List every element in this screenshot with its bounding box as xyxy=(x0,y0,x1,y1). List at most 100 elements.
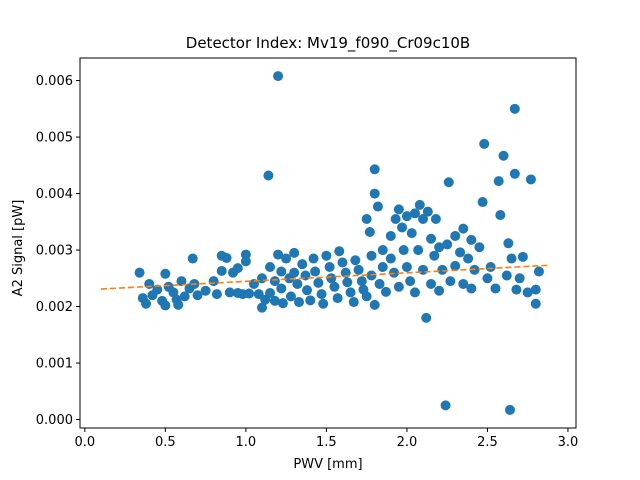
data-point xyxy=(240,256,251,267)
data-point xyxy=(152,284,163,295)
data-point xyxy=(173,299,184,310)
data-point xyxy=(405,276,416,287)
data-point xyxy=(530,284,541,295)
data-point xyxy=(377,245,388,256)
data-point xyxy=(479,138,490,149)
data-point xyxy=(263,170,274,181)
data-point xyxy=(277,298,288,309)
data-point xyxy=(390,213,401,224)
data-point xyxy=(458,223,469,234)
chart-title: Detector Index: Mv19_f090_Cr09c10B xyxy=(186,34,470,53)
data-point xyxy=(366,250,377,261)
data-point xyxy=(332,293,343,304)
data-point xyxy=(418,213,429,224)
data-point xyxy=(350,255,361,266)
data-point xyxy=(506,253,517,264)
data-point xyxy=(276,266,287,277)
y-axis-label: A2 Signal [pW] xyxy=(11,200,26,297)
data-point xyxy=(430,213,441,224)
data-point xyxy=(281,253,292,264)
data-point xyxy=(495,210,506,221)
data-point xyxy=(443,177,454,188)
y-tick-label: 0.001 xyxy=(36,357,73,372)
data-point xyxy=(437,264,448,275)
x-axis-label: PWV [mm] xyxy=(293,457,362,472)
data-point xyxy=(385,253,396,264)
y-tick-label: 0.006 xyxy=(36,74,73,89)
data-point xyxy=(501,270,512,281)
data-point xyxy=(377,262,388,273)
axes-layer: 0.0 0.5 1.0 1.5 2.0 2.5 3.0 0.000 0.001 0.002 0.00… xyxy=(36,57,579,450)
data-point xyxy=(369,188,380,199)
data-point xyxy=(522,287,533,298)
data-point xyxy=(187,253,198,264)
data-point xyxy=(434,285,445,296)
data-point xyxy=(455,247,466,258)
data-point xyxy=(509,103,520,114)
data-point xyxy=(324,262,335,273)
data-point xyxy=(442,239,453,250)
data-point xyxy=(348,297,359,308)
data-point xyxy=(530,298,541,309)
data-point xyxy=(329,281,340,292)
data-point xyxy=(401,211,412,222)
data-point xyxy=(498,150,509,161)
data-point xyxy=(289,247,300,258)
data-point xyxy=(292,278,303,289)
data-point xyxy=(160,300,171,311)
data-point xyxy=(273,71,284,82)
data-point xyxy=(426,233,437,244)
data-point xyxy=(398,245,409,256)
data-point xyxy=(414,199,425,210)
data-point xyxy=(369,164,380,175)
data-point xyxy=(463,253,474,264)
data-point xyxy=(216,265,227,276)
data-point xyxy=(503,238,514,249)
data-point xyxy=(265,287,276,298)
data-point xyxy=(337,257,348,268)
data-point xyxy=(356,276,367,287)
data-point xyxy=(485,262,496,273)
data-point xyxy=(313,277,324,288)
data-point xyxy=(285,291,296,302)
data-point xyxy=(389,267,400,278)
data-point xyxy=(397,222,408,233)
data-point xyxy=(361,213,372,224)
data-point xyxy=(141,298,152,309)
data-point xyxy=(380,286,391,297)
data-point xyxy=(413,245,424,256)
data-point xyxy=(421,312,432,323)
y-tick-label: 0.000 xyxy=(36,413,73,428)
data-point xyxy=(256,273,267,284)
data-point xyxy=(418,264,429,275)
data-point xyxy=(422,206,433,217)
data-point xyxy=(514,273,525,284)
data-point xyxy=(253,289,264,300)
data-point xyxy=(269,295,280,306)
data-point xyxy=(144,278,155,289)
data-point xyxy=(289,267,300,278)
data-point xyxy=(458,278,469,289)
data-point xyxy=(466,234,477,245)
data-point xyxy=(224,287,235,298)
x-tick-label: 1.0 xyxy=(236,435,257,450)
x-tick-label: 3.0 xyxy=(558,435,579,450)
data-point xyxy=(232,263,243,274)
data-point xyxy=(316,289,327,300)
data-point xyxy=(265,262,276,273)
data-point xyxy=(474,242,485,253)
data-point xyxy=(509,168,520,179)
data-point xyxy=(372,201,383,212)
data-point xyxy=(374,278,385,289)
data-point xyxy=(409,287,420,298)
x-tick-label: 2.5 xyxy=(477,435,498,450)
data-point xyxy=(179,291,190,302)
data-point xyxy=(493,176,504,187)
data-point xyxy=(393,204,404,215)
data-point xyxy=(302,285,313,296)
data-point xyxy=(504,404,515,415)
data-point xyxy=(310,266,321,277)
data-point xyxy=(393,281,404,292)
y-tick-label: 0.004 xyxy=(36,187,73,202)
